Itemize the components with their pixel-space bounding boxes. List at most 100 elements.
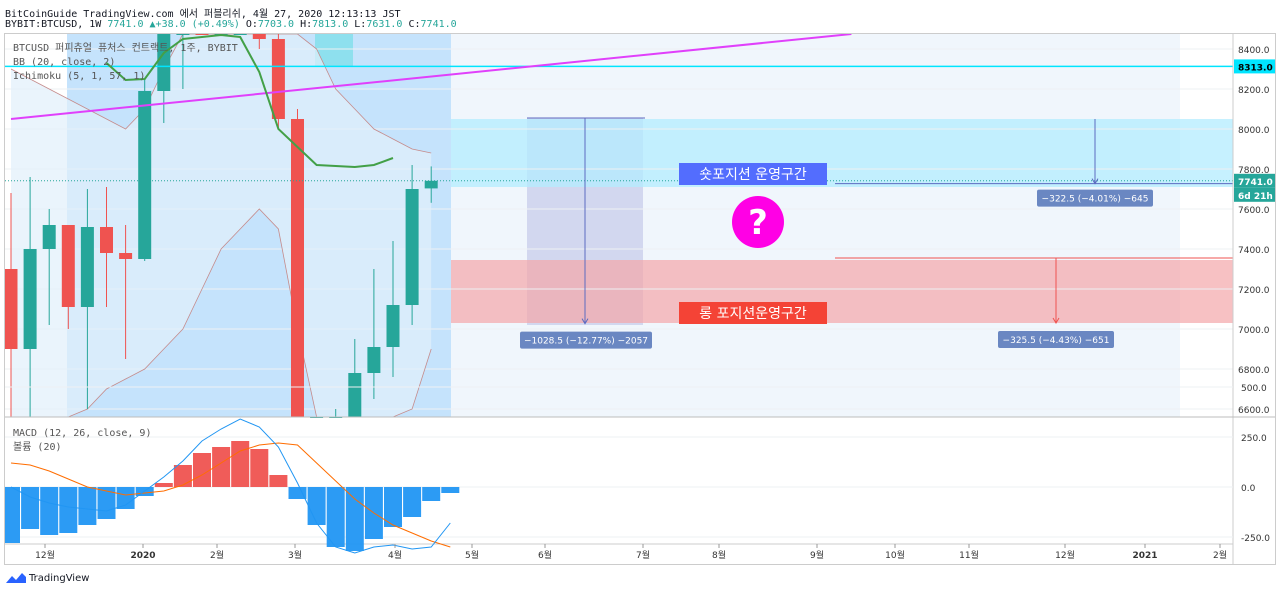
- close-value: 7741.0: [420, 19, 457, 30]
- time-tick-label: 8월: [712, 549, 726, 561]
- price-tick-label: 6800.0: [1238, 366, 1270, 376]
- macd-histogram-bar: [21, 487, 40, 529]
- measures-layer: −1028.5 (−12.77%) −2057 −322.5 (−4.01%) −…: [520, 117, 1233, 349]
- macd-histogram-bar: [345, 487, 364, 551]
- macd-tick-label: 0.0: [1241, 484, 1256, 494]
- price-tick-label: 8000.0: [1238, 126, 1270, 136]
- measure-arrow: [581, 318, 589, 325]
- time-tick-label: 11월: [959, 549, 979, 561]
- time-tick-label: 12월: [35, 549, 55, 561]
- ichimoku-line: [105, 33, 394, 169]
- time-tick-label: 7월: [636, 549, 650, 561]
- time-axis[interactable]: 12월 2020 2월 3월 4월 5월 6월 7월 8월 9월 10월 11월 12월 2021 2월: [35, 544, 1227, 561]
- legend-bb: BB (20, close, 2): [13, 57, 115, 68]
- macd-pane: [2, 386, 1233, 588]
- time-tick-label: 10월: [885, 549, 905, 561]
- price-tick-label: 7800.0: [1238, 166, 1270, 176]
- countdown-tag: 6d 21h: [1238, 192, 1273, 202]
- candle-body: [424, 180, 438, 189]
- macd-legend: MACD (12, 26, close, 9): [13, 428, 151, 439]
- close-label: C:: [408, 19, 421, 30]
- high-value: 7813.0: [312, 19, 349, 30]
- hline-price-tag: 8313.0: [1238, 63, 1273, 73]
- time-tick-label: 2020: [130, 551, 155, 561]
- change-value: +38.0 (+0.49%): [155, 19, 240, 30]
- change-arrow-icon: ▲: [149, 19, 156, 30]
- legend-ichimoku: Ichimoku (5, 1, 57, 1): [13, 71, 145, 82]
- symbol-label: BYBIT:BTCUSD, 1W: [5, 19, 102, 30]
- time-tick-label: 2월: [210, 549, 224, 561]
- chart-frame[interactable]: −1028.5 (−12.77%) −2057 −322.5 (−4.01%) −…: [2, 33, 1276, 594]
- long-zone-label: 롱 포지션운영구간: [699, 306, 807, 322]
- macd-histogram-bar: [441, 487, 460, 493]
- question-mark: ?: [748, 203, 768, 243]
- macd-histogram-bar: [231, 441, 250, 487]
- candle-body: [157, 34, 171, 91]
- measure-badge: [520, 331, 652, 349]
- last-price-tag: 7741.0: [1238, 178, 1273, 188]
- macd-histogram-bar: [59, 487, 78, 533]
- chart-canvas[interactable]: −1028.5 (−12.77%) −2057 −322.5 (−4.01%) −…: [2, 33, 1275, 594]
- lines-layer: [5, 33, 1233, 182]
- macd-histogram-bar: [212, 447, 231, 487]
- price-tick-label: 8400.0: [1238, 46, 1270, 56]
- tradingview-logo[interactable]: TradingView: [6, 572, 89, 584]
- price-tick-label: 7000.0: [1238, 326, 1270, 336]
- legend-title: BTCUSD 퍼피츄얼 퓨처스 컨트랙트, 1주, BYBIT: [13, 42, 238, 54]
- candle-body: [176, 34, 190, 35]
- measure-badge: [1037, 189, 1153, 207]
- macd-signal-line: [10, 442, 451, 548]
- question-icon: [732, 196, 784, 248]
- macd-histogram-bar: [288, 487, 307, 499]
- time-tick-label: 5월: [465, 549, 479, 561]
- price-tags: 8313.0 7741.0 6d 21h: [1234, 59, 1275, 202]
- candle-body: [405, 189, 419, 305]
- candle-body: [348, 373, 362, 417]
- price-tick-label: 7600.0: [1238, 206, 1270, 216]
- bollinger-band-fill: [11, 34, 432, 417]
- time-tick-label: 3월: [288, 549, 302, 561]
- publish-line: BitCoinGuide TradingView.com 에서 퍼블리쉬, 4월…: [5, 9, 401, 20]
- candle-body: [61, 225, 75, 307]
- long-zone-label-box: [679, 302, 827, 324]
- time-tick-label: 2021: [1132, 551, 1157, 561]
- tradingview-logo-icon: [6, 573, 26, 583]
- short-zone-label-box: [679, 163, 827, 185]
- candle-body: [80, 227, 94, 307]
- candle-body: [233, 34, 247, 35]
- macd-histogram-bar: [307, 487, 326, 525]
- macd-tick-label: 500.0: [1241, 384, 1267, 394]
- time-tick-label: 2월: [1213, 549, 1227, 561]
- price-tick-label: 7200.0: [1238, 286, 1270, 296]
- macd-histogram-bar: [326, 487, 345, 547]
- price-tick-label: 8200.0: [1238, 86, 1270, 96]
- measure-badge: [998, 331, 1114, 348]
- measure-label: −322.5 (−4.01%) −645: [1042, 195, 1149, 205]
- macd-histogram-bar: [403, 487, 422, 517]
- macd-histogram-bar: [2, 487, 20, 543]
- price-axis[interactable]: 8400.0 8200.0 8000.0 7800.0 7600.0 7400.0 7200…: [1238, 46, 1270, 416]
- low-value: 7631.0: [366, 19, 403, 30]
- time-tick-label: 9월: [810, 549, 824, 561]
- tradingview-brand: TradingView: [29, 572, 90, 584]
- time-tick-label: 4월: [388, 549, 402, 561]
- candle-body: [195, 34, 209, 35]
- ohlc-line: BYBIT:BTCUSD, 1W 7741.0 ▲+38.0 (+0.49%) …: [5, 19, 457, 30]
- macd-histogram-bar: [97, 487, 116, 519]
- trendline: [10, 33, 852, 120]
- macd-histogram-bar: [193, 453, 211, 487]
- long-zone: [451, 260, 1233, 323]
- last-price-tag-box: [1234, 173, 1275, 188]
- candle-body: [271, 39, 285, 119]
- measure-label: −325.5 (−4.43%) −651: [1003, 336, 1110, 346]
- measure-arrow: [1052, 317, 1060, 324]
- candle-body: [119, 253, 133, 259]
- macd-histogram-bar: [173, 465, 192, 487]
- macd-histogram-bar: [384, 487, 402, 527]
- price-tick-label: 7400.0: [1238, 246, 1270, 256]
- candle-body: [42, 225, 56, 249]
- low-label: L:: [354, 19, 367, 30]
- candles-layer: [4, 34, 438, 418]
- candle-body: [291, 119, 304, 417]
